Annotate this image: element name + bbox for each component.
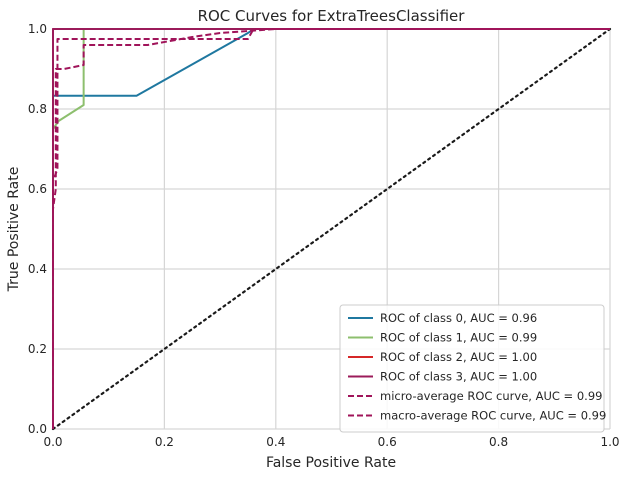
legend-label-3: ROC of class 3, AUC = 1.00 bbox=[380, 370, 537, 384]
legend-label-2: ROC of class 2, AUC = 1.00 bbox=[380, 350, 537, 364]
chart-title: ROC Curves for ExtraTreesClassifier bbox=[198, 7, 466, 25]
series-layer bbox=[51, 27, 612, 431]
legend-label-5: macro-average ROC curve, AUC = 0.99 bbox=[380, 409, 606, 423]
y-tick-label: 0.0 bbox=[28, 422, 47, 436]
y-tick-label: 1.0 bbox=[28, 22, 47, 36]
legend-label-0: ROC of class 0, AUC = 0.96 bbox=[380, 311, 537, 325]
legend-label-4: micro-average ROC curve, AUC = 0.99 bbox=[380, 389, 602, 403]
x-tick-label: 0.4 bbox=[266, 435, 285, 449]
legend-label-1: ROC of class 1, AUC = 0.99 bbox=[380, 331, 537, 345]
x-tick-label: 0.6 bbox=[378, 435, 397, 449]
tick-labels: 0.0 0.2 0.4 0.6 0.8 1.0 0.0 0.2 0.4 0.6 0.8 1.0 bbox=[28, 22, 620, 449]
y-axis-label: True Positive Rate bbox=[6, 167, 22, 293]
y-tick-label: 0.8 bbox=[28, 102, 47, 116]
y-tick-label: 0.4 bbox=[28, 262, 47, 276]
x-tick-label: 0.0 bbox=[43, 435, 62, 449]
x-tick-label: 0.2 bbox=[155, 435, 174, 449]
y-tick-label: 0.2 bbox=[28, 342, 47, 356]
y-tick-label: 0.6 bbox=[28, 182, 47, 196]
x-axis-label: False Positive Rate bbox=[266, 455, 396, 471]
grid bbox=[52, 28, 611, 430]
x-tick-label: 0.8 bbox=[489, 435, 508, 449]
x-tick-label: 1.0 bbox=[600, 435, 619, 449]
legend-box bbox=[339, 304, 605, 433]
legend: ROC of class 0, AUC = 0.96 ROC of class 1… bbox=[339, 304, 606, 433]
series-line-5 bbox=[52, 28, 610, 429]
series-line-4 bbox=[52, 28, 610, 429]
reference-diagonal-line bbox=[51, 27, 612, 431]
